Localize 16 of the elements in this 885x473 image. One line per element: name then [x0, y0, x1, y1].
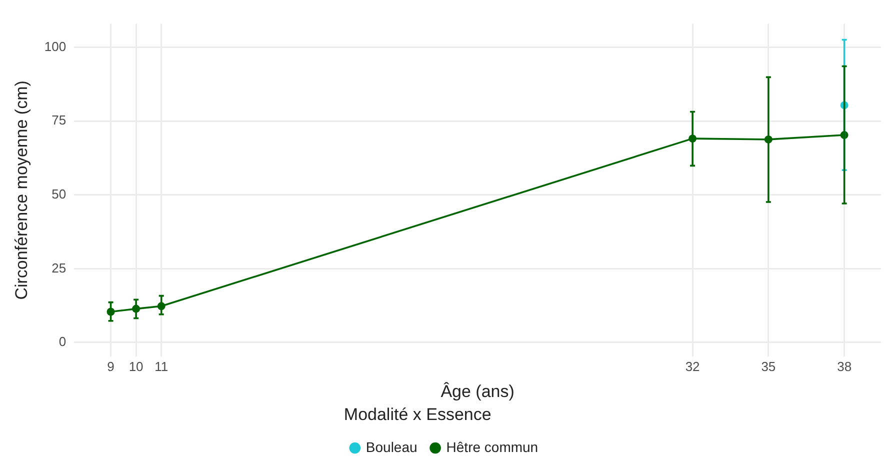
x-tick-label: 11	[154, 358, 168, 374]
y-tick-label: 100	[44, 38, 66, 54]
y-tick-label: 75	[52, 112, 66, 128]
x-tick-label: 38	[837, 358, 852, 374]
x-axis-title: Âge (ans)	[440, 382, 514, 402]
legend-label: Hêtre commun	[446, 438, 538, 455]
x-tick-label: 9	[107, 358, 114, 374]
y-tick-label: 0	[58, 334, 66, 350]
x-tick-label: 32	[685, 358, 700, 374]
y-tick-label: 25	[52, 260, 66, 276]
y-tick-label: 50	[52, 186, 66, 202]
x-tick-label: 10	[128, 358, 144, 374]
y-axis-title: Circonférence moyenne (cm)	[12, 80, 31, 300]
legend-label: Bouleau	[366, 438, 418, 455]
legend-title: Modalité x Essence	[344, 404, 492, 424]
x-tick-label: 35	[761, 358, 776, 374]
